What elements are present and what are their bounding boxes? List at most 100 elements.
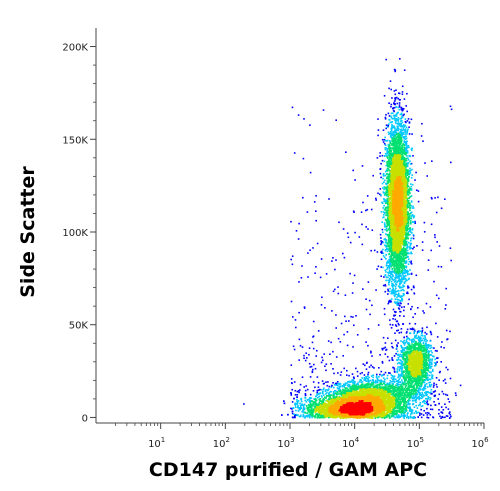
event-dot — [333, 372, 335, 375]
event-dot — [404, 241, 406, 243]
event-dot — [450, 108, 453, 111]
event-dot — [387, 154, 389, 156]
event-dot — [382, 255, 385, 257]
event-dot — [435, 383, 438, 386]
event-dot — [380, 162, 382, 165]
event-dot — [410, 386, 413, 389]
event-dot — [392, 258, 394, 261]
event-dot — [310, 397, 313, 399]
event-dot — [366, 361, 368, 364]
event-dot — [412, 344, 415, 346]
event-dot — [406, 207, 408, 209]
event-dot — [294, 404, 297, 407]
event-dot — [391, 283, 393, 285]
event-dot — [406, 212, 409, 215]
event-dot — [423, 338, 426, 341]
event-dot — [315, 195, 317, 197]
event-dot — [401, 414, 403, 417]
event-dot — [329, 396, 332, 398]
event-dot — [390, 387, 392, 390]
event-dot — [393, 259, 396, 262]
event-dot — [394, 264, 397, 267]
event-dot — [429, 378, 432, 381]
event-dot — [420, 413, 423, 415]
event-dot — [310, 409, 312, 411]
event-dot — [397, 121, 400, 123]
event-dot — [425, 364, 428, 366]
event-dot — [401, 250, 404, 253]
event-dot — [388, 233, 390, 236]
event-dot — [424, 375, 427, 378]
event-dot — [345, 320, 347, 322]
event-dot — [414, 395, 417, 398]
event-dot — [438, 379, 440, 381]
event-dot — [404, 133, 407, 135]
event-dot — [422, 140, 424, 142]
event-dot — [388, 175, 391, 178]
event-dot — [396, 407, 399, 410]
event-dot — [404, 118, 407, 120]
event-dot — [321, 296, 323, 299]
event-dot — [379, 188, 382, 190]
event-dot — [395, 150, 397, 153]
event-dot — [411, 149, 413, 152]
event-dot — [407, 273, 409, 276]
event-dot — [354, 231, 356, 234]
event-dot — [401, 268, 404, 271]
event-dot — [406, 370, 409, 373]
event-dot — [298, 281, 300, 283]
event-dot — [419, 338, 421, 340]
event-dot — [407, 352, 410, 354]
event-dot — [386, 224, 389, 227]
event-dot — [408, 338, 411, 340]
event-dot — [387, 207, 389, 209]
event-dot — [395, 276, 398, 278]
event-dot — [398, 295, 400, 298]
event-dot — [386, 377, 388, 380]
event-dot — [390, 280, 393, 283]
event-dot — [388, 266, 390, 268]
event-dot — [302, 411, 305, 413]
event-dot — [328, 385, 331, 388]
event-dot — [404, 389, 407, 392]
event-dot — [421, 327, 424, 329]
event-dot — [380, 194, 382, 196]
event-dot — [389, 287, 391, 290]
event-dot — [414, 330, 416, 333]
event-dot — [427, 344, 429, 346]
event-dot — [392, 131, 395, 133]
event-dot — [389, 132, 391, 135]
event-dot — [423, 365, 426, 368]
event-dot — [336, 392, 339, 394]
event-dot — [386, 126, 389, 128]
event-dot — [411, 410, 414, 412]
event-dot — [408, 170, 410, 173]
event-dot — [351, 379, 354, 381]
event-dot — [415, 404, 417, 407]
event-dot — [405, 140, 408, 143]
event-dot — [323, 387, 325, 390]
event-dot — [304, 415, 306, 417]
event-dot — [390, 150, 392, 152]
event-dot — [316, 393, 318, 395]
event-dot — [412, 285, 415, 287]
event-dot — [420, 337, 422, 339]
event-dot — [320, 414, 323, 417]
event-dot — [403, 281, 406, 283]
event-dot — [389, 323, 392, 326]
event-dot — [392, 386, 395, 388]
event-dot — [417, 347, 419, 349]
event-dot — [397, 407, 400, 409]
event-dot — [395, 137, 397, 140]
event-dot — [445, 329, 448, 332]
event-dot — [371, 304, 373, 307]
event-dot — [372, 374, 375, 376]
event-dot — [445, 366, 447, 369]
event-dot — [402, 266, 405, 269]
event-dot — [386, 161, 388, 163]
event-dot — [304, 411, 306, 414]
event-dot — [399, 353, 402, 356]
event-dot — [362, 201, 364, 204]
event-dot — [362, 363, 365, 365]
event-dot — [407, 237, 409, 240]
